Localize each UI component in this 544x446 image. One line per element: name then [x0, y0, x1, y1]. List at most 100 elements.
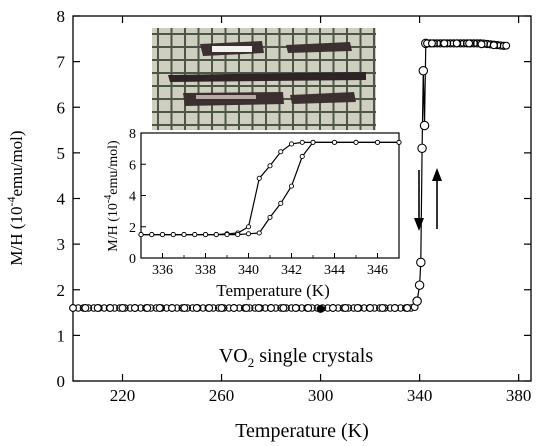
inset-x-tick-label: 336 — [152, 263, 173, 278]
main-y-label: M/H (10-4emu/mol) — [4, 130, 26, 265]
main-data-point — [428, 39, 436, 48]
main-data-point — [366, 304, 375, 312]
crystal-bottom-right — [290, 92, 356, 104]
inset-x-tick-label: 344 — [324, 263, 345, 278]
main-data-point — [217, 304, 226, 312]
main-data-point — [452, 39, 461, 48]
main-data-point — [106, 304, 115, 312]
inset-background — [140, 131, 400, 291]
main-data-point — [328, 304, 337, 312]
inset-y-label-base: M/H (10 — [106, 203, 121, 252]
inset-data-point — [256, 230, 262, 236]
annotation-subscript: 2 — [248, 355, 255, 370]
inset-y-tick-label: 4 — [129, 190, 136, 205]
main-data-point — [417, 143, 427, 154]
main-data-point — [155, 304, 164, 312]
main-y-tick-label: 6 — [57, 98, 66, 117]
inset-data-point — [245, 231, 252, 237]
main-data-point — [353, 304, 362, 312]
inset-data-point — [288, 183, 295, 189]
inset-data-point — [192, 232, 198, 238]
main-y-label-exp: -4 — [4, 197, 18, 207]
crystal-photo — [152, 28, 376, 130]
main-data-point — [242, 304, 251, 312]
inset-data-point — [299, 153, 305, 159]
main-data-point — [180, 304, 189, 312]
main-y-tick-label: 8 — [57, 7, 66, 26]
main-data-point — [93, 304, 102, 312]
main-x-tick-label: 380 — [506, 386, 532, 405]
main-data-point — [477, 40, 486, 49]
inset-series — [138, 139, 402, 238]
main-y-tick-label: 1 — [57, 326, 66, 345]
inset-data-point — [159, 232, 166, 238]
main-x-tick-label: 260 — [209, 386, 235, 405]
inset-data-point — [224, 232, 230, 238]
main-y-tick-label: 4 — [57, 190, 66, 209]
main-data-point — [416, 257, 426, 268]
main-data-point — [412, 296, 422, 306]
inset-data-point — [310, 139, 316, 145]
main-data-point — [192, 304, 201, 312]
main-data-point — [390, 304, 399, 312]
main-data-point — [316, 304, 325, 313]
main-x-tick-label: 220 — [110, 386, 136, 405]
main-data-point — [418, 66, 429, 76]
inset-x-tick-label: 346 — [367, 263, 388, 278]
inset-data-point — [181, 232, 187, 238]
main-data-point — [254, 304, 263, 312]
inset-axes: 336 338 340 342 344 346 0 2 4 6 8 — [129, 127, 400, 278]
inset-data-point — [202, 232, 209, 238]
main-data-point — [168, 304, 176, 312]
main-data-point — [502, 41, 511, 50]
main-data-point — [414, 280, 425, 290]
inset-data-point — [353, 139, 359, 145]
inset-data-point — [374, 139, 381, 145]
main-data-point — [440, 39, 449, 48]
inset-y-label-unit: emu/mol) — [106, 140, 121, 195]
inset-data-point — [331, 139, 338, 145]
main-data-point — [229, 304, 238, 312]
inset-data-point — [138, 232, 144, 238]
inset-data-point — [278, 149, 284, 155]
inset-data-point — [396, 139, 402, 145]
main-data-point — [403, 304, 412, 312]
inset-y-tick-label: 0 — [129, 252, 136, 267]
main-data-point — [465, 39, 474, 48]
inset-x-tick-label: 340 — [238, 263, 259, 278]
inset-y-label-exp: -4 — [103, 195, 114, 203]
inset-y-tick-label: 6 — [129, 158, 136, 173]
main-data-point — [291, 304, 300, 312]
main-data-point — [118, 304, 127, 312]
sample-annotation: VO2 single crystals — [219, 345, 373, 370]
inset-data-point — [288, 141, 295, 147]
main-data-point — [489, 41, 498, 50]
inset-data-point — [245, 224, 252, 230]
inset-data-point — [267, 214, 273, 220]
main-data-point — [81, 304, 90, 312]
main-data-point — [143, 304, 152, 312]
main-data-point — [69, 304, 77, 312]
inset-y-tick-label: 2 — [129, 221, 136, 236]
inset-data-point — [149, 232, 155, 238]
main-x-tick-label: 300 — [308, 386, 334, 405]
main-data-point — [279, 304, 288, 312]
main-data-point — [205, 304, 214, 312]
inset-data-point — [267, 163, 273, 169]
inset-x-tick-label: 342 — [281, 263, 302, 278]
main-y-tick-label: 2 — [57, 281, 66, 300]
inset-data-point — [170, 232, 176, 238]
cooling-arrow-icon — [414, 170, 424, 231]
inset-data-point — [213, 232, 219, 238]
main-data-point — [378, 304, 387, 312]
inset-data-point — [235, 232, 241, 238]
inset-data-point — [299, 139, 305, 145]
inset-data-point — [256, 175, 262, 181]
inset-data-point — [278, 200, 284, 206]
main-x-tick-label: 340 — [407, 386, 433, 405]
main-x-label: Temperature (K) — [235, 420, 369, 442]
main-data-point — [341, 304, 350, 312]
main-y-label-unit: emu/mol) — [7, 130, 26, 196]
crystal-shapes — [168, 41, 366, 106]
